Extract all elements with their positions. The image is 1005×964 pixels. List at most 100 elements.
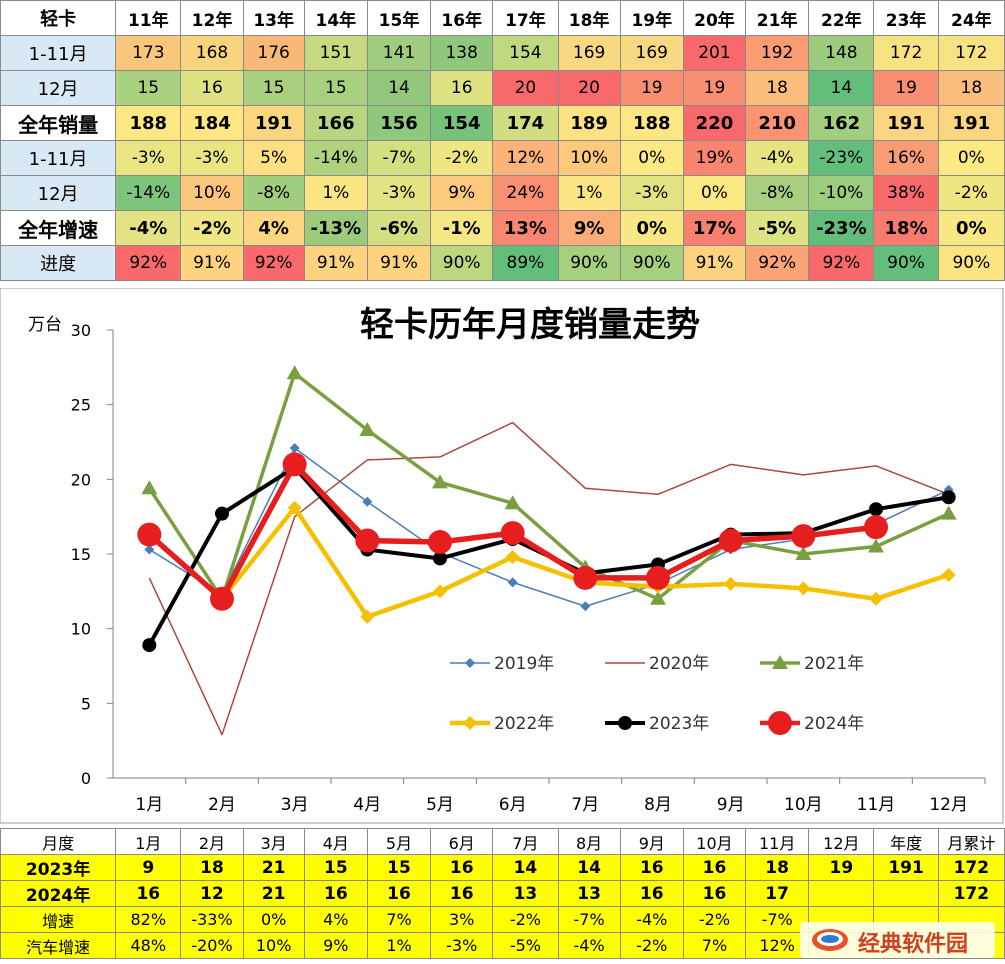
data-point	[287, 500, 302, 515]
table-cell: 1%	[303, 175, 368, 211]
y-tick-label: 5	[81, 694, 91, 713]
table-cell: 188	[619, 105, 684, 141]
table-cell: 10%	[180, 175, 244, 211]
x-tick-label: 9月	[717, 795, 745, 815]
x-tick-label: 6月	[499, 795, 527, 815]
table-cell: 16%	[873, 140, 939, 176]
table-cell: 92%	[745, 245, 810, 281]
table-cell: 9%	[557, 210, 621, 246]
table-cell: 91%	[180, 245, 244, 281]
table-cell: 91%	[682, 245, 747, 281]
legend-marker	[463, 716, 477, 730]
table-cell: -4%	[115, 210, 182, 246]
table-cell: 12%	[492, 140, 559, 176]
table-cell: -8%	[242, 175, 305, 211]
series-line-2022年	[147, 505, 950, 619]
x-tick-label: 1月	[135, 795, 163, 815]
table-cell: -7%	[557, 906, 621, 933]
table-cell: -14%	[303, 140, 368, 176]
data-point	[142, 638, 157, 653]
table-cell: 189	[557, 105, 621, 141]
y-tick-label: 10	[71, 620, 91, 639]
data-point	[137, 522, 162, 547]
header-cell: 2月	[180, 828, 244, 855]
header-cell: 16年	[430, 0, 494, 36]
header-cell: 15年	[366, 0, 432, 36]
legend-label: 2024年	[804, 714, 864, 734]
table-row: 增速 82% -33% 0% 4% 7% 3% -2% -7% -4% -2% -7%	[0, 906, 1005, 933]
table-cell: -4%	[557, 932, 621, 959]
table-cell: 92%	[115, 245, 182, 281]
legend-label: 2021年	[804, 654, 864, 674]
table-cell: 151	[303, 35, 368, 71]
table-cell: 19	[808, 854, 875, 881]
table-cell: 4%	[242, 210, 305, 246]
table-cell: -3%	[430, 932, 494, 959]
table-cell: -4%	[619, 906, 684, 933]
header-cell: 3月	[242, 828, 305, 855]
data-point	[507, 577, 518, 588]
data-point	[500, 521, 525, 546]
table-cell: 5%	[242, 140, 305, 176]
table-cell: 91%	[366, 245, 432, 281]
row-label: 汽车增速	[0, 932, 117, 959]
header-cell: 13年	[242, 0, 305, 36]
table-cell: -3%	[180, 140, 244, 176]
table-cell: 89%	[492, 245, 559, 281]
header-cell: 8月	[557, 828, 621, 855]
table-cell: -3%	[619, 175, 684, 211]
table-cell: 172	[873, 35, 939, 71]
table-cell: 188	[115, 105, 182, 141]
table-cell: 168	[180, 35, 244, 71]
row-label: 全年增速	[0, 210, 117, 246]
chart-frame	[0, 288, 1004, 824]
table-cell: 18	[180, 854, 244, 881]
x-tick-label: 4月	[353, 795, 381, 815]
table-cell: -2%	[937, 175, 1005, 211]
header-cell: 11月	[745, 828, 810, 855]
table-cell: 15	[303, 854, 368, 881]
data-point	[941, 567, 956, 582]
table-cell: 15	[115, 70, 182, 106]
table-cell: 0%	[619, 140, 684, 176]
table-cell: -2%	[430, 140, 494, 176]
table-cell: 19	[682, 70, 747, 106]
table-cell: -7%	[366, 140, 432, 176]
header-cell: 1月	[115, 828, 182, 855]
table-cell: 15	[242, 70, 305, 106]
data-point	[869, 502, 883, 517]
data-point	[718, 528, 743, 553]
table-cell: 19	[873, 70, 939, 106]
table-cell	[873, 880, 939, 907]
table-cell: 184	[180, 105, 244, 141]
table-cell: 176	[242, 35, 305, 71]
table-cell: 13%	[492, 210, 559, 246]
legend-label: 2023年	[649, 714, 709, 734]
header-cell: 21年	[745, 0, 810, 36]
data-point	[432, 474, 448, 489]
table-cell: -5%	[745, 210, 810, 246]
data-point	[144, 544, 155, 555]
table-cell: -3%	[115, 140, 182, 176]
table-cell: 154	[430, 105, 494, 141]
table-cell: 172	[937, 35, 1005, 71]
data-point	[869, 591, 883, 606]
data-point	[943, 484, 954, 495]
table-cell: 14	[366, 70, 432, 106]
chart-title: 轻卡历年月度销量走势	[360, 305, 700, 345]
row-label: 1-11月	[0, 140, 117, 176]
table-cell: 90%	[937, 245, 1005, 281]
table-cell: 173	[115, 35, 182, 71]
header-cell: 12月	[808, 828, 875, 855]
table-row: 进度 92% 91% 92% 91% 91% 90% 89% 90% 90% 91% 92% 92% 90…	[0, 245, 1005, 281]
data-point	[286, 365, 303, 380]
table-row: 1-11月 173 168 176 151 141 138 154 169 169 201 192 14…	[0, 35, 1005, 71]
table-cell: 210	[745, 105, 810, 141]
table-cell: 16	[430, 854, 494, 881]
monthly-table: 月度 1月 2月 3月 4月 5月 6月 7月 8月 9月 10月 11月 12月 年度 月累计 2023年 9…	[0, 828, 1005, 959]
cloud-logo-icon	[812, 929, 848, 951]
table-cell: 21	[242, 880, 305, 907]
data-point	[791, 524, 816, 549]
table-cell: -23%	[808, 210, 875, 246]
header-cell: 24年	[937, 0, 1005, 36]
